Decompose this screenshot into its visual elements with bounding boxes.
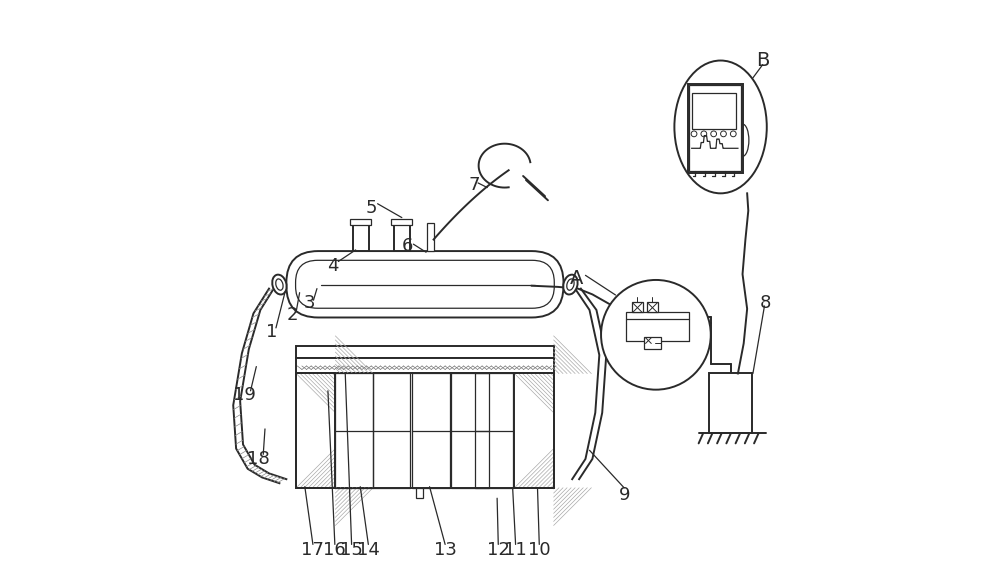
Bar: [692, 93, 736, 129]
Text: 11: 11: [504, 541, 527, 559]
Bar: [514, 374, 554, 488]
Text: 17: 17: [301, 541, 324, 559]
Bar: [296, 374, 335, 488]
Ellipse shape: [272, 275, 287, 294]
Bar: [373, 374, 410, 488]
Bar: [688, 83, 743, 173]
Bar: [475, 374, 513, 488]
Circle shape: [601, 280, 711, 389]
Text: 4: 4: [327, 257, 338, 275]
Bar: [394, 221, 410, 251]
Text: 16: 16: [323, 541, 346, 559]
Bar: [689, 85, 741, 171]
Text: 7: 7: [468, 175, 480, 194]
Bar: [296, 374, 554, 488]
Text: 8: 8: [760, 294, 771, 312]
Ellipse shape: [674, 61, 767, 194]
Ellipse shape: [563, 275, 578, 294]
Text: 13: 13: [434, 541, 457, 559]
Text: 3: 3: [304, 294, 315, 312]
Text: 19: 19: [233, 387, 256, 405]
Bar: [427, 223, 434, 251]
Bar: [296, 359, 554, 374]
Text: 14: 14: [357, 541, 380, 559]
FancyBboxPatch shape: [286, 251, 564, 318]
Text: A: A: [570, 269, 583, 289]
Bar: [451, 374, 489, 488]
Text: 12: 12: [487, 541, 510, 559]
Bar: [632, 302, 643, 312]
Text: 15: 15: [340, 541, 363, 559]
Bar: [709, 374, 752, 433]
Bar: [391, 219, 412, 224]
Bar: [644, 336, 661, 349]
Bar: [350, 219, 371, 224]
Bar: [335, 374, 373, 488]
Text: 18: 18: [247, 450, 270, 468]
Text: 9: 9: [618, 486, 630, 504]
Bar: [353, 221, 369, 251]
Text: 6: 6: [402, 237, 413, 255]
Bar: [296, 346, 554, 359]
Text: 1: 1: [266, 323, 278, 341]
Text: B: B: [756, 51, 769, 70]
Text: 10: 10: [528, 541, 551, 559]
Text: 2: 2: [286, 305, 298, 324]
Bar: [416, 488, 423, 498]
Text: 5: 5: [366, 199, 378, 217]
Bar: [626, 312, 689, 319]
Bar: [412, 374, 450, 488]
Bar: [647, 302, 658, 312]
